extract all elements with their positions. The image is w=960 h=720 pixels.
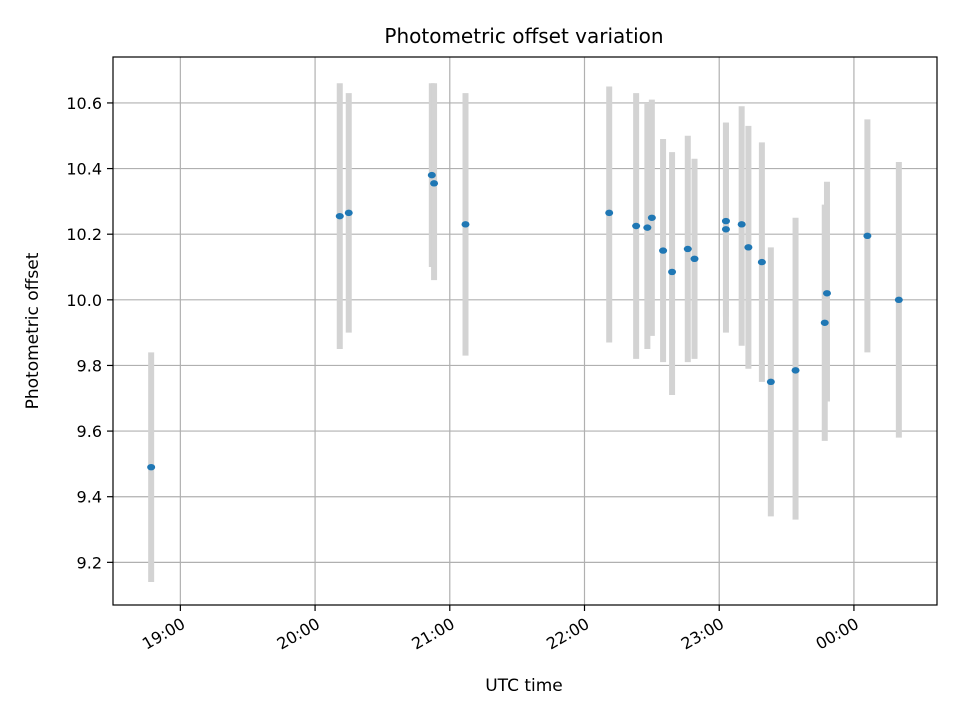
data-points	[147, 171, 903, 471]
x-tick-label: 23:00	[678, 614, 727, 654]
data-point	[744, 244, 753, 251]
y-tick-label: 10.4	[66, 160, 102, 179]
data-point	[766, 378, 775, 386]
grid	[113, 57, 937, 605]
data-point	[721, 217, 730, 225]
data-point	[647, 214, 656, 221]
y-tick-label: 9.4	[77, 488, 102, 507]
data-point	[822, 290, 831, 297]
data-point	[791, 367, 800, 374]
data-point	[632, 222, 641, 230]
error-bars	[148, 83, 902, 583]
x-axis-label: UTC time	[485, 676, 563, 696]
data-point	[605, 209, 614, 217]
y-tick-label: 9.6	[77, 422, 102, 441]
x-tick-label: 19:00	[139, 614, 188, 654]
x-tick-label: 21:00	[408, 614, 457, 654]
y-tick-label: 10.2	[66, 225, 102, 244]
y-axis-label: Photometric offset	[23, 252, 43, 409]
data-point	[430, 180, 439, 187]
data-point	[894, 296, 903, 304]
data-point	[659, 247, 668, 254]
plot-frame	[112, 56, 938, 606]
data-point	[668, 268, 677, 276]
data-point	[335, 212, 344, 220]
data-point	[461, 221, 470, 228]
y-tick-label: 10.6	[66, 94, 102, 113]
data-point	[683, 245, 692, 253]
data-point	[147, 463, 156, 471]
data-point	[721, 226, 730, 233]
x-tick-label: 00:00	[812, 614, 861, 654]
chart-title: Photometric offset variation	[384, 24, 663, 48]
data-point	[427, 171, 436, 179]
x-tick-label: 22:00	[543, 614, 592, 654]
y-tick-label: 9.2	[77, 553, 102, 572]
data-point	[820, 319, 829, 326]
y-axis-ticks: 9.2 9.4 9.6 9.8 10.0 10.2 10.4 10.6	[66, 94, 113, 572]
data-point	[690, 255, 699, 263]
data-point	[344, 209, 353, 217]
y-tick-label: 9.8	[77, 356, 102, 375]
x-axis-ticks: 19:00 20:00 21:00 22:00 23:00 00:00	[139, 605, 862, 654]
data-point	[643, 224, 652, 231]
data-point	[737, 221, 746, 228]
data-point	[863, 232, 872, 240]
y-tick-label: 10.0	[66, 291, 102, 310]
x-tick-label: 20:00	[274, 614, 323, 654]
data-point	[757, 258, 766, 266]
